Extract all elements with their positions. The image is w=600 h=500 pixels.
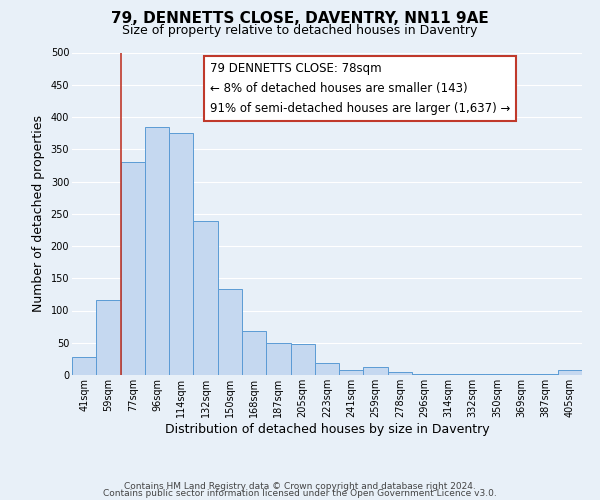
Bar (121, 162, 145, 375)
Text: 79 DENNETTS CLOSE: 78sqm
← 8% of detached houses are smaller (143)
91% of semi-d: 79 DENNETTS CLOSE: 78sqm ← 8% of detache… (210, 62, 510, 115)
Bar (193, 222, 218, 375)
Bar (388, 372, 412, 375)
Bar (412, 374, 436, 375)
Bar (509, 374, 533, 375)
Bar (145, 126, 169, 375)
Bar (461, 374, 485, 375)
Text: Size of property relative to detached houses in Daventry: Size of property relative to detached ho… (122, 24, 478, 37)
Bar (266, 343, 290, 375)
Text: Contains HM Land Registry data © Crown copyright and database right 2024.: Contains HM Land Registry data © Crown c… (124, 482, 476, 491)
Bar (72, 357, 96, 375)
Bar (169, 133, 193, 375)
Text: 79, DENNETTS CLOSE, DAVENTRY, NN11 9AE: 79, DENNETTS CLOSE, DAVENTRY, NN11 9AE (111, 11, 489, 26)
Bar (364, 366, 388, 375)
Bar (558, 370, 582, 375)
Bar (533, 374, 558, 375)
Bar (436, 374, 461, 375)
Bar (315, 364, 339, 375)
Bar (96, 300, 121, 375)
Bar (218, 289, 242, 375)
Bar (242, 331, 266, 375)
Bar (290, 344, 315, 375)
Y-axis label: Number of detached properties: Number of detached properties (32, 116, 45, 312)
Bar (485, 374, 509, 375)
X-axis label: Distribution of detached houses by size in Daventry: Distribution of detached houses by size … (164, 422, 490, 436)
Text: Contains public sector information licensed under the Open Government Licence v3: Contains public sector information licen… (103, 489, 497, 498)
Bar (339, 370, 364, 375)
